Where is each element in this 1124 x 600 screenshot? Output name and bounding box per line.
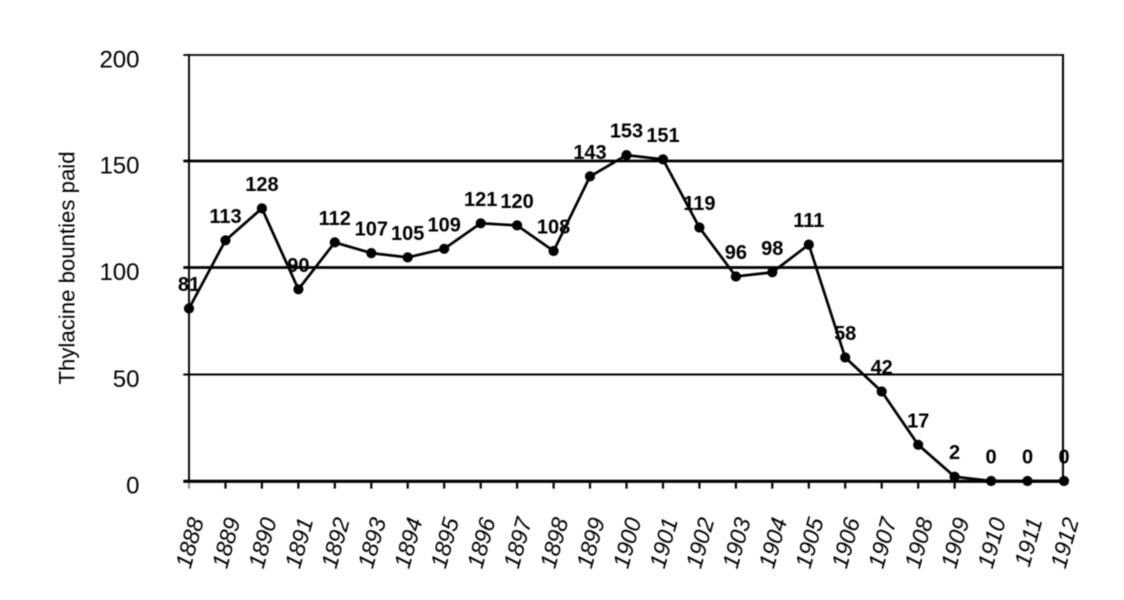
svg-text:1893: 1893 (352, 514, 391, 570)
svg-text:120: 120 (500, 191, 533, 213)
svg-text:1908: 1908 (899, 514, 938, 570)
svg-text:2: 2 (949, 442, 960, 464)
svg-text:111: 111 (793, 210, 824, 232)
svg-text:107: 107 (355, 219, 388, 241)
svg-text:42: 42 (871, 357, 893, 379)
svg-text:1901: 1901 (644, 515, 683, 571)
svg-text:1912: 1912 (1045, 514, 1084, 570)
svg-text:108: 108 (537, 217, 570, 239)
svg-text:81: 81 (178, 274, 200, 296)
svg-text:1906: 1906 (826, 514, 865, 570)
svg-text:1899: 1899 (571, 514, 610, 570)
svg-text:128: 128 (245, 174, 278, 196)
svg-text:121: 121 (464, 189, 497, 211)
svg-text:109: 109 (428, 214, 461, 236)
svg-text:100: 100 (99, 259, 139, 286)
svg-text:113: 113 (209, 206, 241, 228)
svg-text:1888: 1888 (170, 514, 209, 570)
svg-text:1905: 1905 (790, 514, 829, 570)
svg-text:1900: 1900 (608, 514, 647, 570)
svg-text:0: 0 (1022, 447, 1033, 469)
svg-text:1911: 1911 (1009, 515, 1047, 570)
svg-text:1898: 1898 (535, 514, 574, 570)
svg-text:0: 0 (126, 472, 139, 499)
svg-text:119: 119 (683, 193, 715, 215)
svg-text:1904: 1904 (753, 515, 792, 571)
svg-text:151: 151 (646, 125, 679, 147)
svg-text:1894: 1894 (389, 515, 428, 571)
svg-text:1897: 1897 (498, 514, 537, 571)
svg-text:105: 105 (391, 223, 424, 245)
svg-text:112: 112 (319, 208, 351, 230)
svg-text:0: 0 (1058, 447, 1069, 469)
svg-text:0: 0 (986, 447, 997, 469)
svg-text:1891: 1891 (279, 515, 318, 571)
svg-text:1907: 1907 (863, 514, 902, 571)
svg-text:50: 50 (113, 366, 140, 393)
svg-text:1903: 1903 (717, 514, 756, 570)
svg-text:153: 153 (610, 121, 643, 143)
svg-text:1902: 1902 (680, 514, 719, 570)
svg-text:1910: 1910 (972, 514, 1011, 570)
svg-text:90: 90 (287, 255, 309, 277)
svg-text:1896: 1896 (462, 514, 501, 570)
svg-text:58: 58 (834, 323, 856, 345)
svg-text:143: 143 (573, 142, 606, 164)
svg-text:1892: 1892 (316, 514, 355, 570)
svg-text:150: 150 (99, 152, 139, 179)
svg-text:1889: 1889 (207, 514, 246, 570)
svg-text:17: 17 (907, 410, 929, 432)
svg-text:Thylacine bounties paid: Thylacine bounties paid (54, 151, 79, 384)
svg-text:98: 98 (761, 238, 783, 260)
svg-text:96: 96 (725, 242, 747, 264)
svg-text:200: 200 (99, 46, 139, 73)
svg-text:1909: 1909 (936, 514, 975, 570)
svg-text:1890: 1890 (243, 514, 282, 570)
svg-text:1895: 1895 (425, 514, 464, 570)
